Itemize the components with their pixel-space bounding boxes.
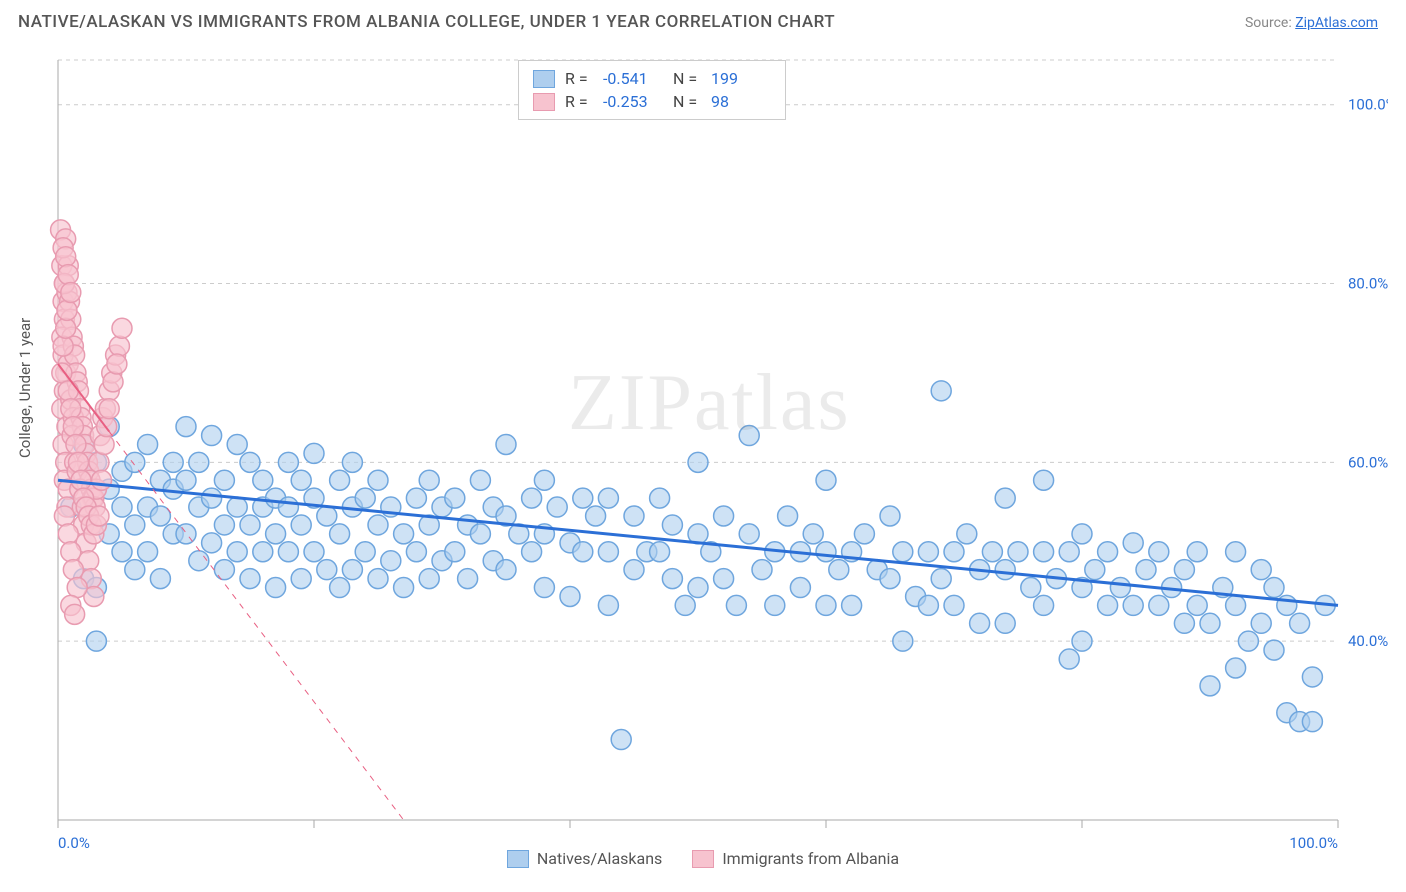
r-label: R = (565, 69, 593, 88)
chart-container: College, Under 1 year 40.0% 60.0% 80.0% 100… (18, 48, 1388, 868)
legend-row-blue: R = -0.541 N = 199 (533, 67, 771, 90)
legend-label-blue: Natives/Alaskans (537, 849, 662, 868)
legend-row-pink: R = -0.253 N = 98 (533, 90, 771, 113)
n-value-pink: 98 (711, 92, 771, 111)
r-value-pink: -0.253 (603, 92, 663, 111)
source-label: Source: (1245, 15, 1292, 31)
legend-item-pink: Immigrants from Albania (692, 849, 899, 868)
svg-text:100.0%: 100.0% (1348, 96, 1388, 114)
legend-correlation-box: R = -0.541 N = 199 R = -0.253 N = 98 (518, 60, 786, 120)
legend-swatch-pink-icon (692, 850, 714, 868)
legend-item-blue: Natives/Alaskans (507, 849, 662, 868)
source-attribution: Source: ZipAtlas.com (1245, 15, 1378, 31)
legend-swatch-blue-icon (507, 850, 529, 868)
r-value-blue: -0.541 (603, 69, 663, 88)
y-axis-label: College, Under 1 year (16, 318, 34, 458)
legend-swatch-pink (533, 93, 555, 111)
scatter-chart: 40.0%60.0%80.0%100.0%0.0%100.0% (18, 48, 1388, 868)
source-link[interactable]: ZipAtlas.com (1295, 15, 1378, 31)
r-label: R = (565, 92, 593, 111)
legend-bottom: Natives/Alaskans Immigrants from Albania (18, 849, 1388, 868)
chart-title: NATIVE/ALASKAN VS IMMIGRANTS FROM ALBANI… (18, 12, 835, 32)
svg-text:60.0%: 60.0% (1348, 453, 1388, 471)
svg-text:80.0%: 80.0% (1348, 275, 1388, 293)
legend-swatch-blue (533, 70, 555, 88)
n-label: N = (673, 69, 701, 88)
svg-text:40.0%: 40.0% (1348, 632, 1388, 650)
n-label: N = (673, 92, 701, 111)
n-value-blue: 199 (711, 69, 771, 88)
legend-label-pink: Immigrants from Albania (722, 849, 899, 868)
